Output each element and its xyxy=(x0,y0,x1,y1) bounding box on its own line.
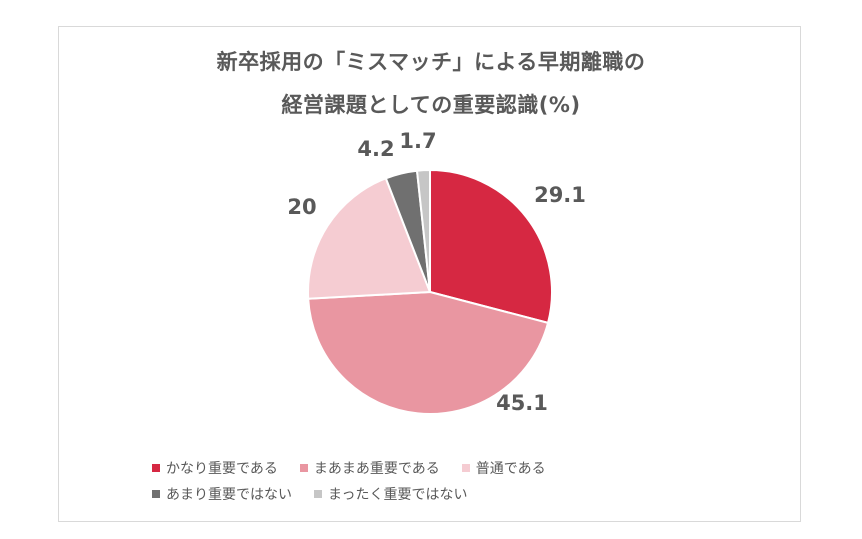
legend-swatch-3 xyxy=(461,464,470,472)
legend-swatch-1 xyxy=(152,464,160,472)
pie-slice-3 xyxy=(307,176,432,300)
legend-item-4: あまり重要ではない xyxy=(152,484,292,504)
legend-item-1: かなり重要である xyxy=(152,458,278,478)
legend-item-3: 普通である xyxy=(461,458,546,478)
pie-slice-2 xyxy=(307,290,550,415)
chart-title-line1: 新卒採用の「ミスマッチ」による早期離職の xyxy=(216,50,646,74)
data-label-5: 1.7 xyxy=(399,129,436,153)
legend-label-4: あまり重要ではない xyxy=(166,487,292,503)
legend-label-5: まったく重要ではない xyxy=(328,487,468,503)
legend-label-2: まあまあ重要である xyxy=(313,461,440,477)
legend-item-2: まあまあ重要である xyxy=(299,458,440,478)
legend-row-2: あまり重要ではない まったく重要ではない xyxy=(152,481,712,507)
legend-swatch-4 xyxy=(152,490,160,498)
data-label-1: 29.1 xyxy=(534,183,586,207)
data-label-3: 20 xyxy=(287,195,316,219)
chart-legend: かなり重要である まあまあ重要である 普通であるあまり重要ではない まったく重要ではな… xyxy=(152,455,712,507)
data-label-2: 45.1 xyxy=(496,391,548,415)
legend-label-3: 普通である xyxy=(475,461,546,477)
legend-label-1: かなり重要である xyxy=(166,461,278,477)
pie-slice-1 xyxy=(429,168,553,325)
data-label-4: 4.2 xyxy=(357,137,394,161)
chart-title-line2: 経営課題としての重要認識(%) xyxy=(281,93,581,117)
legend-item-5: まったく重要ではない xyxy=(314,484,467,504)
pie-slice-5 xyxy=(415,168,431,293)
legend-swatch-2 xyxy=(299,464,308,472)
legend-row-1: かなり重要である まあまあ重要である 普通である xyxy=(152,455,712,481)
legend-swatch-5 xyxy=(314,490,322,498)
